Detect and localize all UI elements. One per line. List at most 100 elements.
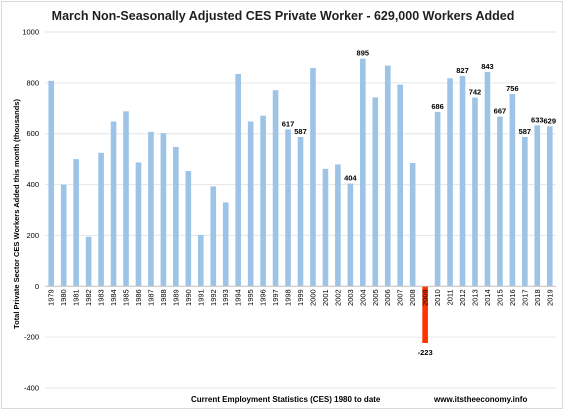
x-tick-label: 2012 — [458, 289, 467, 306]
bar-2008 — [409, 162, 416, 287]
bar-1992 — [210, 186, 217, 287]
x-tick-label: 1999 — [296, 289, 305, 306]
x-tick-label: 1997 — [271, 289, 280, 306]
y-axis-ticks: 1000 800 600 400 200 0 -200 -400 — [22, 28, 39, 393]
footer-website: www.itstheeconomy.info — [433, 395, 527, 404]
gridlines — [45, 31, 556, 389]
bar-1993 — [222, 202, 229, 287]
data-label-2010: 686 — [431, 102, 444, 111]
x-tick-label: 2018 — [533, 289, 542, 306]
x-tick-label: 1984 — [109, 289, 118, 306]
x-tick-label: 2005 — [371, 289, 380, 306]
x-tick-label: 2007 — [396, 289, 405, 306]
data-labels: 617587404895-223686827742843667756587633… — [282, 49, 556, 357]
bar-2007 — [397, 84, 404, 287]
x-tick-label: 1990 — [184, 289, 193, 306]
data-label-2018: 633 — [531, 115, 544, 124]
x-tick-label: 1992 — [209, 289, 218, 306]
y-tick-label: 800 — [26, 78, 39, 87]
bar-2001 — [322, 168, 329, 287]
bars — [48, 58, 553, 343]
bar-2017 — [522, 137, 528, 287]
data-label-2019: 629 — [544, 116, 557, 125]
bar-2006 — [384, 65, 391, 287]
x-tick-label: 2002 — [333, 289, 342, 306]
x-tick-label: 1994 — [234, 289, 243, 306]
x-axis-ticks: 1979 1980 1981 1982 1983 1984 1985 1986 1987 1988… — [47, 289, 555, 306]
x-tick-label: 1985 — [122, 289, 131, 306]
bar-1989 — [173, 146, 179, 287]
data-label-2016: 756 — [506, 84, 519, 93]
x-tick-label: 1991 — [196, 289, 205, 306]
bar-2000 — [310, 68, 316, 287]
bar-2014 — [484, 71, 491, 287]
x-tick-label: 2009 — [421, 289, 430, 306]
bar-1998 — [285, 129, 291, 287]
x-tick-label: 1987 — [146, 289, 155, 306]
y-tick-label: 200 — [26, 231, 39, 240]
x-tick-label: 2006 — [383, 289, 392, 306]
bar-1988 — [160, 133, 167, 287]
data-label-2009: -223 — [418, 348, 433, 357]
x-tick-label: 1995 — [246, 289, 255, 306]
x-tick-label: 2004 — [358, 289, 367, 306]
bar-1995 — [247, 121, 254, 287]
bar-2012 — [459, 75, 466, 287]
bar-1987 — [148, 131, 154, 287]
x-tick-label: 2001 — [321, 289, 330, 306]
x-tick-label: 2011 — [446, 289, 455, 305]
bar-2016 — [509, 94, 516, 287]
bar-1994 — [235, 73, 241, 287]
data-label-2003: 404 — [344, 174, 357, 183]
data-label-2017: 587 — [519, 127, 532, 136]
data-label-2004: 895 — [357, 49, 370, 58]
bar-2009 — [422, 286, 428, 343]
bar-1979 — [48, 80, 55, 287]
x-tick-label: 2010 — [433, 289, 442, 306]
x-tick-label: 1982 — [84, 289, 93, 306]
y-tick-label: 400 — [26, 180, 39, 189]
x-tick-label: 1989 — [171, 289, 180, 306]
x-tick-label: 2016 — [508, 289, 517, 306]
y-axis-label: Total Private Sector CES Workers Added t… — [12, 99, 21, 329]
bar-1984 — [110, 121, 117, 287]
x-tick-label: 2013 — [470, 289, 479, 306]
data-label-2015: 667 — [494, 107, 507, 116]
bar-2005 — [372, 97, 379, 287]
footer-source: Current Employment Statistics (CES) 1980… — [191, 395, 381, 404]
bar-2013 — [472, 97, 478, 287]
data-label-2012: 827 — [456, 66, 469, 75]
bar-1996 — [260, 115, 266, 287]
bar-2019 — [546, 126, 553, 287]
y-tick-label: -400 — [24, 384, 39, 393]
bar-1980 — [60, 184, 67, 287]
bar-2002 — [335, 164, 341, 287]
x-tick-label: 1986 — [134, 289, 143, 306]
bar-2010 — [434, 111, 441, 287]
x-tick-label: 1981 — [72, 289, 81, 306]
data-label-2014: 843 — [481, 62, 494, 71]
bar-2018 — [534, 125, 541, 287]
x-tick-label: 2015 — [495, 289, 504, 306]
bar-1997 — [272, 90, 279, 287]
x-tick-label: 2014 — [483, 289, 492, 306]
bar-1990 — [185, 171, 192, 287]
bar-2015 — [497, 116, 503, 287]
bar-1983 — [98, 152, 104, 287]
chart-title: March Non-Seasonally Adjusted CES Privat… — [52, 9, 515, 23]
bar-1985 — [123, 111, 129, 287]
x-tick-label: 1980 — [59, 289, 68, 306]
bar-2011 — [447, 78, 453, 287]
bar-2003 — [347, 183, 354, 287]
x-tick-label: 2003 — [346, 289, 355, 306]
bar-1999 — [297, 137, 304, 287]
y-tick-label: 1000 — [22, 28, 39, 37]
data-label-2013: 742 — [469, 88, 482, 97]
x-tick-label: 1996 — [259, 289, 268, 306]
data-label-1998: 617 — [282, 119, 295, 128]
bar-1986 — [135, 162, 142, 287]
x-tick-label: 1998 — [284, 289, 293, 306]
x-tick-label: 1983 — [97, 289, 106, 306]
